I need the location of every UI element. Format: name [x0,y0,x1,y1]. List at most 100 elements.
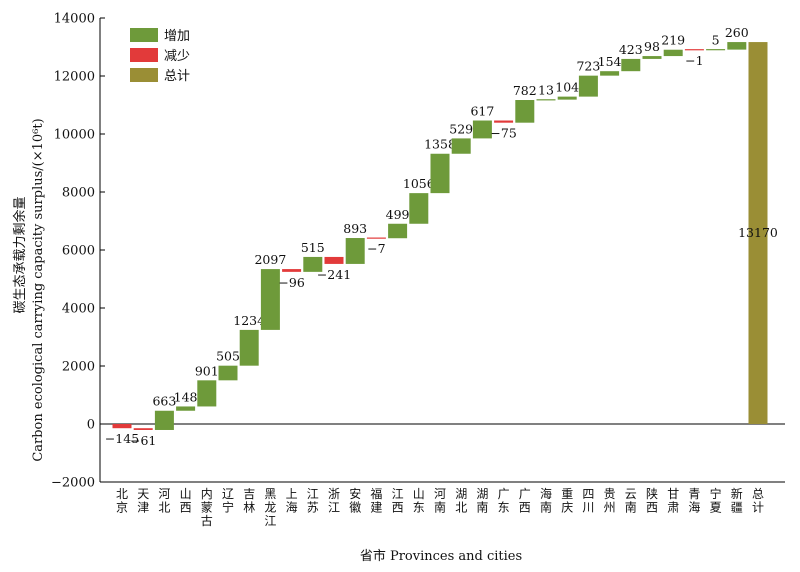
y-tick-label-4: 6000 [62,244,95,259]
x-tick-label-25: 陕西 [646,486,658,515]
value-label-7: 2097 [254,252,286,267]
y-tick-label-6: 10000 [54,128,95,143]
x-tick-label-1: 天津 [137,487,149,515]
x-tick-label-0: 北京 [116,487,128,515]
value-label-20: 13 [538,83,554,98]
y-axis-title-cn: 碳生态承载力剩余量 [12,196,28,313]
value-label-6: 1234 [233,313,265,328]
x-axis-title: 省市 Provinces and cities [360,548,522,564]
x-tick-label-21: 重庆 [561,487,573,515]
value-label-12: −7 [367,241,385,256]
x-tick-label-4: 内蒙古 [201,487,213,528]
value-label-2: 663 [152,394,176,409]
value-label-22: 723 [576,59,600,74]
x-tick-label-26: 甘肃 [667,487,679,515]
bar-increase-21 [557,96,577,100]
bar-increase-9 [303,256,323,272]
x-tick-label-17: 湖南 [476,486,488,515]
x-tick-label-13: 江西 [392,487,404,515]
value-label-15: 1358 [424,137,456,152]
x-tick-label-9: 江苏 [307,487,319,515]
value-label-11: 893 [343,221,367,236]
value-label-21: 104 [555,80,579,95]
x-tick-label-5: 辽宁 [222,487,234,515]
bar-decrease-8 [282,269,302,272]
bar-decrease-18 [494,120,514,123]
bar-increase-28 [706,49,726,51]
x-tick-label-23: 贵州 [604,487,616,515]
value-label-3: 148 [174,389,198,404]
bar-increase-14 [409,193,429,224]
bar-increase-7 [260,269,280,330]
value-label-13: 499 [386,207,410,222]
x-tick-label-14: 山东 [413,487,425,515]
bar-increase-25 [642,56,662,59]
x-tick-label-12: 福建 [370,486,382,515]
legend-swatch-0 [130,28,158,42]
y-tick-label-2: 2000 [62,360,95,375]
bar-increase-22 [578,75,598,97]
legend-label-2: 总计 [164,69,190,84]
x-tick-label-24: 云南 [625,487,637,515]
y-tick-label-7: 12000 [54,70,95,85]
y-tick-label-1: 0 [87,418,95,433]
bar-increase-20 [536,99,556,101]
legend-label-0: 增加 [164,29,190,44]
value-label-14: 1056 [403,176,435,191]
x-tick-label-20: 海南 [540,486,552,515]
value-label-4: 901 [195,363,219,378]
x-tick-label-7: 黑龙江 [264,487,276,528]
bar-increase-4 [197,380,217,407]
value-label-30: 13170 [738,225,778,240]
bar-increase-2 [154,410,174,430]
value-label-23: 154 [598,54,622,69]
bar-increase-6 [239,329,259,366]
x-tick-label-29: 新疆 [731,486,743,515]
x-tick-label-8: 上海 [286,487,298,515]
y-tick-label-8: 14000 [54,12,95,27]
value-label-17: 617 [470,104,494,119]
y-tick-label-0: −2000 [51,476,95,491]
bar-increase-17 [472,120,492,139]
x-tick-label-15: 河南 [434,487,446,515]
y-tick-label-3: 4000 [62,302,95,317]
bar-increase-23 [600,71,620,76]
bar-increase-19 [515,100,535,123]
value-label-9: 515 [301,240,325,255]
value-label-16: 529 [449,121,473,136]
bar-increase-13 [388,223,408,239]
bar-decrease-12 [366,237,386,239]
legend-label-1: 减少 [164,49,190,64]
bar-decrease-1 [133,428,153,430]
bar-total-30 [748,42,768,424]
x-tick-label-18: 广东 [498,487,510,515]
bar-decrease-27 [684,49,704,51]
x-tick-label-2: 河北 [158,487,170,515]
x-tick-label-11: 安徽 [349,486,361,515]
bar-decrease-0 [112,424,132,429]
y-tick-label-5: 8000 [62,186,95,201]
x-tick-label-10: 浙江 [328,487,340,515]
value-label-19: 782 [513,83,537,98]
legend-swatch-2 [130,68,158,82]
value-label-24: 423 [619,42,643,57]
value-label-10: −241 [317,267,351,282]
value-label-18: −75 [490,126,516,141]
y-axis-title-en: Carbon ecological carrying capacity surp… [31,118,46,461]
value-label-8: −96 [278,275,304,290]
x-tick-label-28: 宁夏 [710,486,722,515]
value-label-28: 5 [712,33,720,48]
plot-area: −200002000400060008000100001200014000−14… [51,12,785,528]
x-tick-label-27: 青海 [688,487,700,515]
bar-increase-16 [451,138,471,154]
bar-increase-24 [621,58,641,72]
x-tick-label-3: 山西 [180,487,192,515]
x-tick-label-30: 总计 [752,487,764,515]
x-tick-label-19: 广西 [519,487,531,515]
legend-swatch-1 [130,48,158,62]
x-tick-label-6: 吉林 [243,487,255,515]
value-label-1: −61 [130,433,156,448]
bar-increase-11 [345,238,365,264]
